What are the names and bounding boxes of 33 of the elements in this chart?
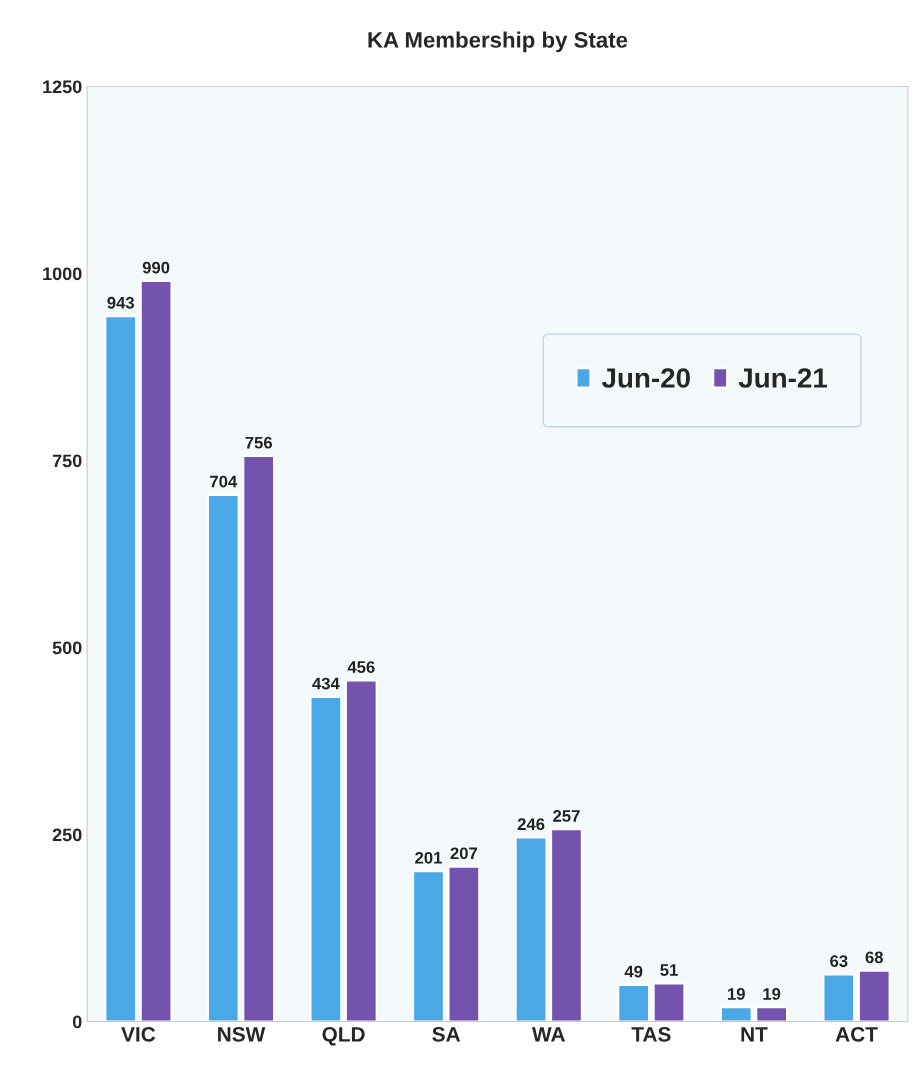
data-label: 756 bbox=[245, 436, 272, 449]
x-tick-label: WA bbox=[532, 1027, 565, 1042]
y-tick-label: 1250 bbox=[43, 80, 82, 94]
x-tick-label: ACT bbox=[835, 1026, 878, 1042]
data-label: 207 bbox=[450, 847, 478, 860]
x-tick-label: NSW bbox=[218, 1026, 266, 1042]
data-label: 456 bbox=[347, 661, 375, 673]
x-tick-label: TAS bbox=[631, 1026, 671, 1042]
data-label: 51 bbox=[660, 964, 678, 976]
data-label: 68 bbox=[865, 951, 883, 964]
x-tick-label: VIC bbox=[121, 1026, 156, 1042]
y-tick-label: 750 bbox=[52, 454, 82, 468]
data-label: 246 bbox=[517, 818, 545, 831]
x-tick-label: SA bbox=[432, 1026, 461, 1042]
data-label: 434 bbox=[312, 677, 340, 690]
y-tick-label: 1000 bbox=[43, 267, 82, 281]
y-tick-label: 0 bbox=[72, 1015, 82, 1029]
data-label: 201 bbox=[415, 851, 442, 864]
y-tick-label: 500 bbox=[52, 641, 82, 655]
data-label: 704 bbox=[210, 475, 238, 488]
legend-label: Jun-20 bbox=[601, 368, 690, 388]
data-label: 257 bbox=[553, 810, 580, 822]
data-label: 19 bbox=[728, 988, 745, 1000]
data-label: 19 bbox=[763, 988, 781, 1000]
legend-label: Jun-21 bbox=[738, 368, 828, 388]
data-label: 49 bbox=[624, 965, 643, 978]
data-label: 63 bbox=[830, 955, 848, 967]
chart-title: KA Membership by State bbox=[368, 31, 628, 53]
data-label: 990 bbox=[142, 261, 170, 274]
y-tick-label: 250 bbox=[52, 828, 82, 842]
data-label: 943 bbox=[107, 296, 135, 309]
x-tick-label: NT bbox=[741, 1027, 768, 1042]
x-tick-label: QLD bbox=[322, 1026, 365, 1046]
